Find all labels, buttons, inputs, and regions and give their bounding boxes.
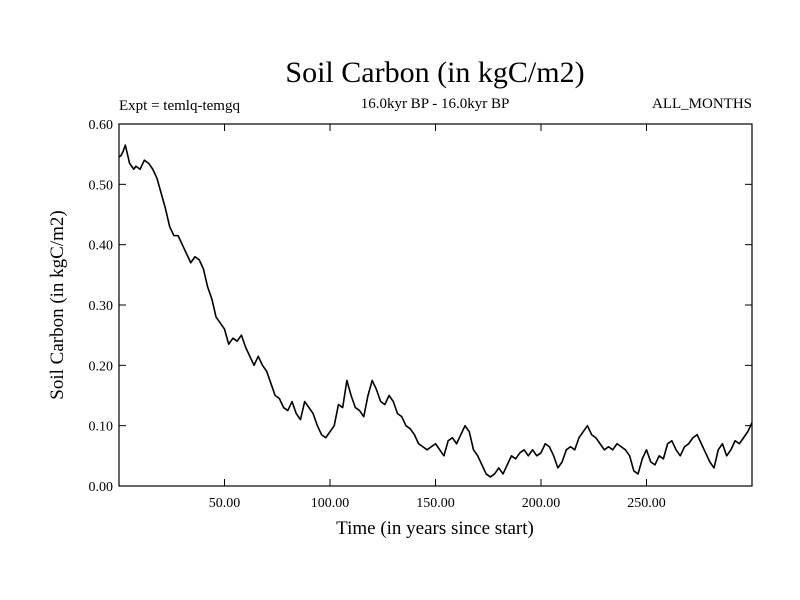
x-tick-label: 250.00: [627, 496, 666, 511]
y-tick-label: 0.50: [89, 178, 114, 193]
x-axis-ticks: 50.00 100.00 150.00 200.00 250.00: [209, 124, 666, 511]
x-tick-label: 150.00: [416, 496, 455, 511]
y-tick-label: 0.40: [89, 239, 114, 254]
x-axis-label: Time (in years since start): [336, 518, 534, 539]
y-axis-label: Soil Carbon (in kgC/m2): [47, 210, 68, 399]
x-tick-label: 200.00: [522, 496, 561, 511]
season-label: ALL_MONTHS: [652, 96, 752, 112]
x-tick-label: 100.00: [311, 496, 350, 511]
y-tick-label: 0.60: [89, 118, 114, 133]
x-tick-label: 50.00: [209, 496, 241, 511]
y-tick-label: 0.20: [89, 359, 114, 374]
y-tick-label: 0.30: [89, 299, 114, 314]
chart-title: Soil Carbon (in kgC/m2): [285, 56, 584, 89]
soil-carbon-series-line: [118, 144, 753, 478]
y-axis-ticks: 0.00 0.10 0.20 0.30 0.40 0.50 0.60: [89, 118, 752, 495]
chart-subtitle: 16.0kyr BP - 16.0kyr BP: [361, 96, 510, 112]
experiment-label: Expt = temlq-temgq: [119, 98, 240, 114]
y-tick-label: 0.10: [89, 420, 114, 435]
y-tick-label: 0.00: [89, 480, 114, 495]
